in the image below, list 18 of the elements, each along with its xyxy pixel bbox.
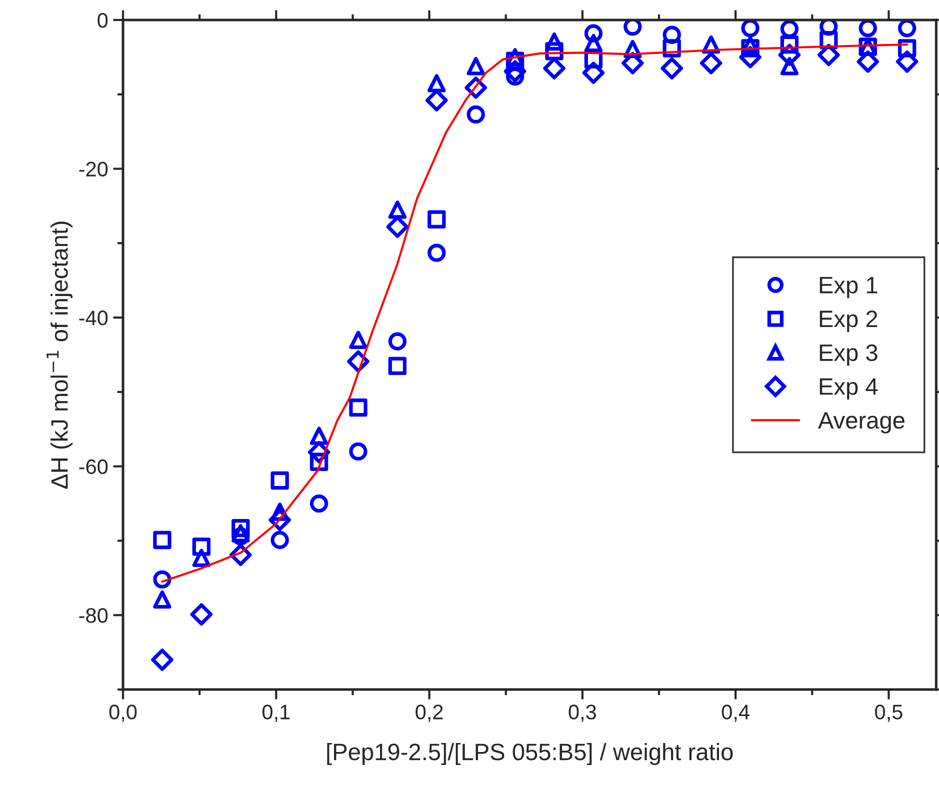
y-axis-title: ΔH (kJ mol$^{−1}$ of injectant) xyxy=(46,222,73,489)
y-tick-label: 0 xyxy=(98,12,108,28)
x-tick-label: 0,2 xyxy=(416,704,443,722)
y-tick-label: -20 xyxy=(79,162,108,177)
legend-label: Exp 2 xyxy=(820,310,878,332)
y-tick-label: -40 xyxy=(79,310,108,326)
legend-label: Exp 3 xyxy=(820,344,878,366)
legend-label: Exp 4 xyxy=(820,378,878,400)
y-tick-label: -60 xyxy=(79,459,108,474)
x-tick-label: 0,4 xyxy=(722,704,750,722)
x-tick-label: 0,5 xyxy=(875,704,902,722)
legend-label: Average xyxy=(818,412,904,434)
x-axis-title: [Pep19-2.5]/[LPS 055:B5] / weight ratio xyxy=(327,742,733,765)
x-tick-label: 0,0 xyxy=(109,704,137,722)
x-tick-label: 0,1 xyxy=(262,704,290,722)
y-tick-label: -80 xyxy=(79,608,108,623)
x-tick-label: 0,3 xyxy=(568,704,596,722)
legend-label: Exp 1 xyxy=(820,276,878,298)
